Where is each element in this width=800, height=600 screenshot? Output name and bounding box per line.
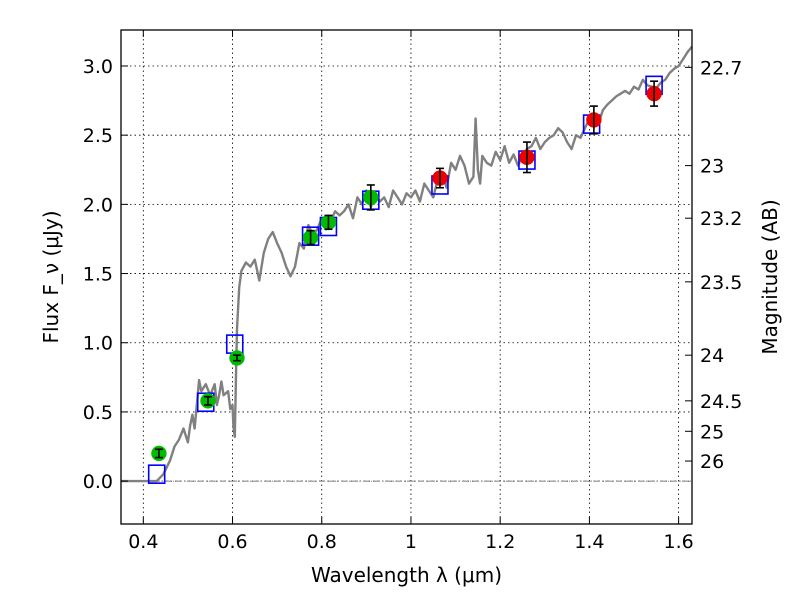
y-axis-right-label: Magnitude (AB)	[758, 199, 782, 354]
x-tick-label: 0.4	[128, 531, 158, 553]
right-tick-label: 25	[700, 421, 724, 443]
x-tick-label: 0.8	[307, 531, 337, 553]
y-tick-label: 0.5	[83, 402, 113, 424]
photometry-point	[200, 393, 216, 409]
right-tick-label: 26	[700, 451, 724, 473]
photometry-point	[320, 214, 337, 231]
y-tick-label: 1.5	[83, 264, 113, 286]
photometry-point	[302, 229, 319, 246]
right-tick-label: 23.2	[700, 208, 742, 230]
photometry-point	[586, 105, 602, 135]
photometry-point	[646, 80, 662, 107]
right-tick-label: 22.7	[700, 57, 742, 79]
right-tick-label: 23.5	[700, 272, 742, 294]
photometry-point	[519, 141, 535, 174]
x-tick-label: 1.4	[574, 531, 604, 553]
y-tick-label: 2.5	[83, 125, 113, 147]
spectrum-line	[121, 45, 693, 483]
plot-frame	[120, 29, 693, 525]
observed-photometry-series	[151, 80, 662, 462]
y-tick-label: 3.0	[83, 56, 113, 78]
grid	[121, 30, 692, 524]
photometry-point	[363, 184, 379, 211]
x-tick-label: 0.6	[217, 531, 247, 553]
x-tick-label: 1.2	[485, 531, 515, 553]
right-tick-label: 23	[700, 156, 724, 178]
y-axis-label: Flux F_ν (μJy)	[39, 210, 63, 343]
right-tick-label: 24	[700, 345, 724, 367]
spectrum-series	[121, 45, 693, 483]
x-tick-label: 1	[405, 531, 417, 553]
model-photometry-series	[147, 75, 663, 484]
y-tick-label: 0.0	[83, 471, 113, 493]
y-tick-label: 1.0	[83, 333, 113, 355]
right-tick-label: 24.5	[700, 391, 742, 413]
photometry-point	[432, 167, 448, 189]
photometry-point	[229, 350, 245, 366]
x-tick-label: 1.6	[664, 531, 694, 553]
model-square-point	[147, 464, 166, 484]
photometry-point	[151, 445, 167, 462]
x-axis-label: Wavelength λ (μm)	[311, 563, 502, 587]
axis-ticks: 0.4 0.6 0.8 1 1.2 1.4 1.6 0.0 0.5 1.0 1.5 2.0 2.5 3.0…	[83, 30, 742, 553]
model-square-point	[225, 334, 244, 354]
y-tick-label: 2.0	[83, 194, 113, 216]
